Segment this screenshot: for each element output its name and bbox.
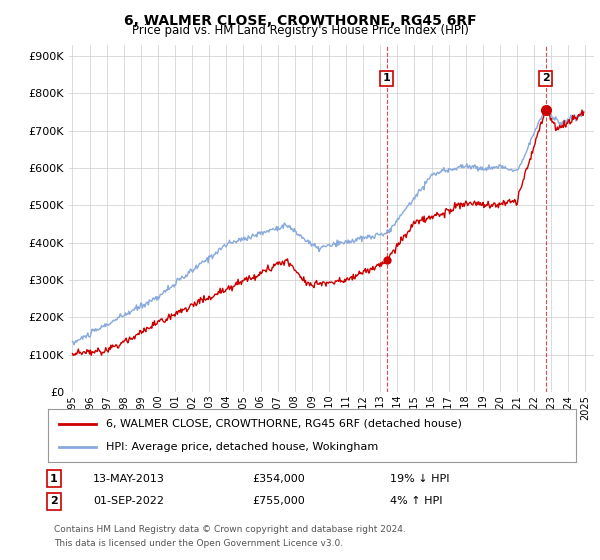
Text: 01-SEP-2022: 01-SEP-2022: [93, 496, 164, 506]
Text: HPI: Average price, detached house, Wokingham: HPI: Average price, detached house, Woki…: [106, 442, 379, 452]
Text: 2: 2: [542, 73, 550, 83]
Text: 6, WALMER CLOSE, CROWTHORNE, RG45 6RF: 6, WALMER CLOSE, CROWTHORNE, RG45 6RF: [124, 14, 476, 28]
Text: 6, WALMER CLOSE, CROWTHORNE, RG45 6RF (detached house): 6, WALMER CLOSE, CROWTHORNE, RG45 6RF (d…: [106, 419, 462, 429]
Text: 13-MAY-2013: 13-MAY-2013: [93, 474, 165, 484]
Text: 19% ↓ HPI: 19% ↓ HPI: [390, 474, 449, 484]
Text: Contains HM Land Registry data © Crown copyright and database right 2024.: Contains HM Land Registry data © Crown c…: [54, 525, 406, 534]
Text: Price paid vs. HM Land Registry's House Price Index (HPI): Price paid vs. HM Land Registry's House …: [131, 24, 469, 37]
Text: 1: 1: [383, 73, 391, 83]
Text: This data is licensed under the Open Government Licence v3.0.: This data is licensed under the Open Gov…: [54, 539, 343, 548]
Text: 4% ↑ HPI: 4% ↑ HPI: [390, 496, 443, 506]
Text: £755,000: £755,000: [252, 496, 305, 506]
Text: 2: 2: [50, 496, 58, 506]
Text: 1: 1: [50, 474, 58, 484]
Text: £354,000: £354,000: [252, 474, 305, 484]
